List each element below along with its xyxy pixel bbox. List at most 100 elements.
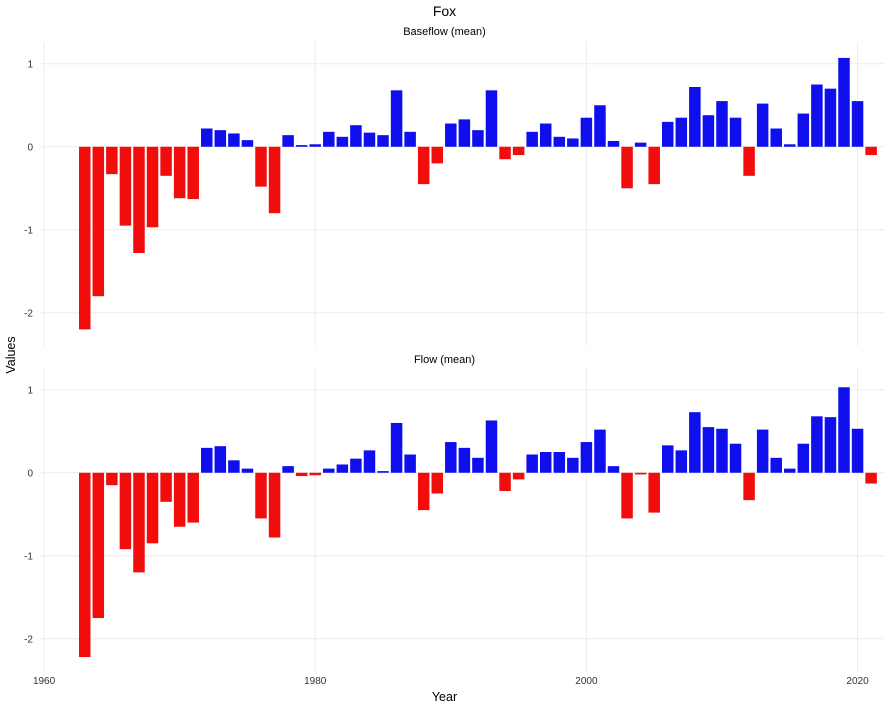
bar-1978 xyxy=(282,466,294,473)
bar-2013 xyxy=(756,103,769,147)
bar-1970 xyxy=(173,472,186,527)
bar-2014 xyxy=(770,457,782,473)
bar-1980 xyxy=(309,144,321,147)
x-tick-label: 1980 xyxy=(304,676,327,687)
y-tick-label: -1 xyxy=(24,225,33,236)
bar-1975 xyxy=(241,140,254,147)
bar-1982 xyxy=(336,464,349,473)
chart-title: Fox xyxy=(432,3,457,19)
bar-1967 xyxy=(133,146,145,254)
y-tick-label: -1 xyxy=(24,551,33,562)
bar-2014 xyxy=(770,128,782,147)
bar-2006 xyxy=(662,445,674,473)
bar-2007 xyxy=(675,450,688,473)
bar-2020 xyxy=(851,101,864,147)
bar-1983 xyxy=(350,458,362,473)
y-axis-label: Values xyxy=(4,336,18,374)
bar-2021 xyxy=(865,472,877,484)
bar-1963 xyxy=(78,472,91,658)
bar-2019 xyxy=(838,57,850,147)
bar-1999 xyxy=(567,138,579,147)
y-tick-label: -2 xyxy=(24,634,33,645)
bar-2000 xyxy=(580,117,593,147)
bar-1966 xyxy=(119,472,132,550)
bar-1965 xyxy=(106,472,118,486)
bar-2012 xyxy=(743,472,755,501)
bar-1994 xyxy=(499,472,511,492)
bar-1975 xyxy=(241,468,254,473)
x-tick-label: 1960 xyxy=(32,676,56,687)
bar-1987 xyxy=(404,454,416,473)
bar-1966 xyxy=(119,146,132,226)
bar-1968 xyxy=(146,472,159,544)
bar-2018 xyxy=(824,417,837,473)
bar-1988 xyxy=(417,472,430,511)
bar-2015 xyxy=(784,468,796,473)
panel-title-flow: Flow (mean) xyxy=(413,354,476,366)
bar-2011 xyxy=(729,117,742,147)
x-axis-ticks: 1960 1980 2000 2020 xyxy=(0,676,889,690)
bar-2016 xyxy=(797,443,810,473)
bar-1981 xyxy=(323,468,335,473)
bar-1996 xyxy=(526,454,538,473)
bar-2008 xyxy=(689,412,701,473)
bar-2000 xyxy=(580,442,593,473)
bar-2017 xyxy=(811,416,823,473)
baseflow-bar-chart: 1 0 -1 -2 xyxy=(24,42,884,346)
panel-title-baseflow: Baseflow (mean) xyxy=(403,26,486,38)
bar-1986 xyxy=(390,422,403,473)
bar-1971 xyxy=(187,472,199,523)
bar-1998 xyxy=(553,452,566,473)
bar-1987 xyxy=(404,131,416,147)
bar-2010 xyxy=(716,101,728,147)
bar-2008 xyxy=(689,87,701,147)
bar-1993 xyxy=(485,420,498,473)
bar-1992 xyxy=(472,457,484,473)
bar-2019 xyxy=(838,387,850,473)
bar-2007 xyxy=(675,117,688,147)
bar-1997 xyxy=(539,123,552,147)
bar-2002 xyxy=(607,466,620,473)
bar-1979 xyxy=(295,145,308,147)
bar-1984 xyxy=(363,132,376,147)
bar-2009 xyxy=(702,115,715,147)
bar-1991 xyxy=(458,119,471,147)
bar-2011 xyxy=(729,443,742,473)
bar-1985 xyxy=(377,471,389,473)
bar-1996 xyxy=(526,131,538,147)
bar-2003 xyxy=(621,146,633,189)
bar-1984 xyxy=(363,450,376,473)
bar-1995 xyxy=(512,146,525,156)
bar-1977 xyxy=(268,472,281,538)
bar-2004 xyxy=(634,472,647,475)
bar-1981 xyxy=(323,131,335,147)
bar-2018 xyxy=(824,88,837,147)
bar-1972 xyxy=(201,447,213,473)
bar-2002 xyxy=(607,140,620,147)
bar-1980 xyxy=(309,472,321,476)
bar-1988 xyxy=(417,146,430,185)
bar-1970 xyxy=(173,146,186,199)
bar-1982 xyxy=(336,136,349,147)
bar-1995 xyxy=(512,472,525,480)
y-tick-label: 1 xyxy=(27,385,33,396)
flow-bar-chart: 1 0 -1 -2 xyxy=(24,368,884,672)
bar-1967 xyxy=(133,472,145,573)
bar-1997 xyxy=(539,452,552,473)
bar-1964 xyxy=(92,472,105,619)
bar-1983 xyxy=(350,125,362,147)
bar-2017 xyxy=(811,84,823,147)
y-tick-label: 1 xyxy=(27,59,33,70)
bar-1993 xyxy=(485,90,498,147)
bar-2020 xyxy=(851,428,864,473)
bar-1990 xyxy=(445,442,457,473)
bar-1972 xyxy=(201,128,213,147)
x-axis-label: Year xyxy=(431,690,458,704)
bar-2004 xyxy=(634,142,647,147)
y-tick-label: 0 xyxy=(27,468,33,479)
bar-2005 xyxy=(648,472,660,513)
bar-1979 xyxy=(295,472,308,477)
bar-1963 xyxy=(78,146,91,330)
bar-1986 xyxy=(390,90,403,147)
